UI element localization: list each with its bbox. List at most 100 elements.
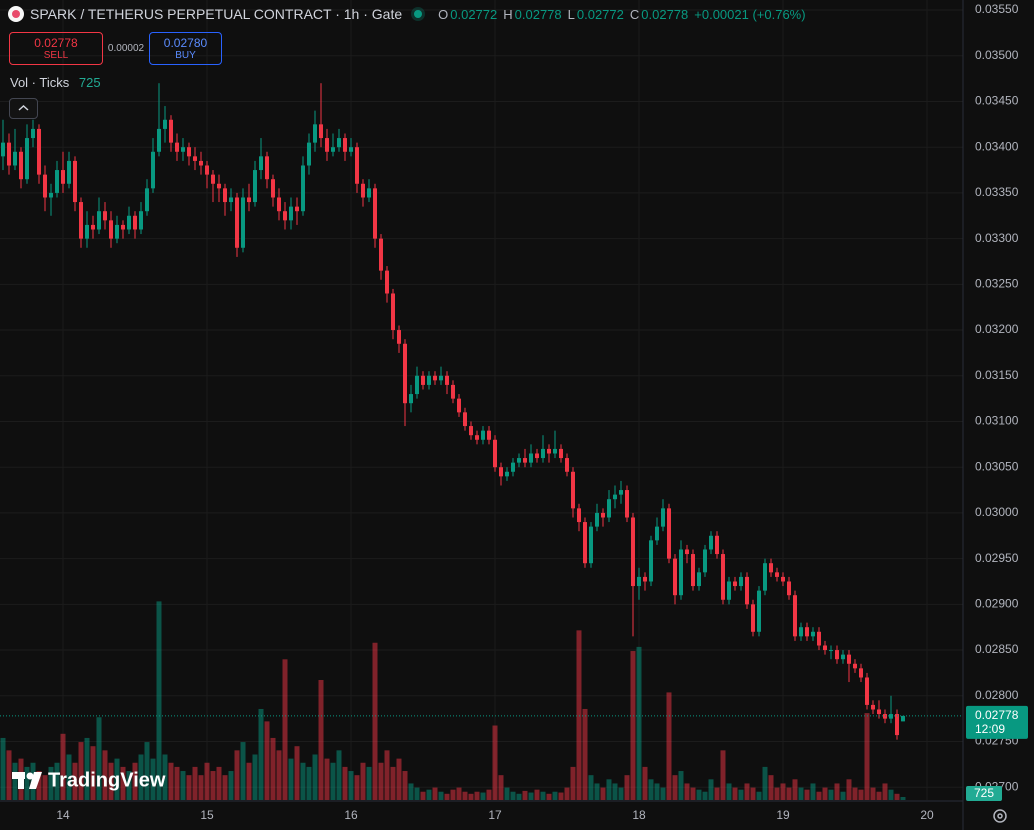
- candle-body: [877, 709, 882, 715]
- last-price-label: 0.02778: [975, 708, 1019, 722]
- volume-bar: [648, 779, 654, 800]
- candle-body: [636, 576, 641, 587]
- volume-bar: [246, 762, 252, 800]
- volume-bar: [360, 762, 366, 800]
- collapse-icon[interactable]: [10, 99, 37, 118]
- candle-body: [139, 211, 144, 230]
- volume-bar: [762, 766, 768, 800]
- volume-bar: [216, 766, 222, 800]
- candle-body: [306, 142, 311, 166]
- candle-body: [780, 576, 785, 582]
- volume-bar: [570, 766, 576, 800]
- candle-body: [618, 490, 623, 495]
- candle-body: [193, 156, 198, 161]
- candle-body: [270, 179, 275, 198]
- candle-body: [360, 183, 365, 198]
- volume-bar: [198, 775, 204, 800]
- volume-bar: [804, 789, 810, 800]
- ohlc-label: H: [503, 6, 513, 22]
- volume-bar: [366, 766, 372, 800]
- candle-body: [546, 448, 551, 454]
- buy-price[interactable]: 0.02780: [163, 36, 208, 50]
- sell-button[interactable]: 0.02778 SELL: [9, 32, 103, 65]
- volume-bar: [270, 737, 276, 800]
- settings-icon[interactable]: [993, 809, 1007, 823]
- candle-body: [330, 147, 335, 152]
- candle-body: [13, 151, 18, 166]
- sell-price[interactable]: 0.02778: [34, 36, 78, 50]
- candle-body: [258, 156, 263, 171]
- volume-bar: [78, 742, 84, 800]
- volume-bar: [678, 771, 684, 800]
- volume-bar: [876, 791, 882, 800]
- indicator-legend: Vol · Ticks 725: [10, 75, 101, 90]
- volume-bar: [324, 758, 330, 800]
- candle-body: [756, 590, 761, 632]
- volume-bar: [456, 787, 462, 800]
- volume-bar: [582, 708, 588, 800]
- volume-bar: [522, 790, 528, 800]
- volume-bar: [432, 787, 438, 800]
- volume-bar: [210, 771, 216, 800]
- y-tick-label: 0.03000: [975, 505, 1019, 519]
- volume-bar: [840, 791, 846, 800]
- volume-bar: [240, 742, 246, 800]
- candle-body: [409, 394, 414, 404]
- candle-body: [486, 430, 491, 440]
- volume-bar: [552, 791, 558, 800]
- candle-body: [499, 467, 504, 477]
- candle-body: [216, 183, 221, 189]
- volume-bar: [666, 692, 672, 800]
- volume-bar: [156, 601, 162, 800]
- x-tick-label: 18: [632, 808, 646, 822]
- volume-bar: [732, 787, 738, 800]
- header: SPARK / TETHERUS PERPETUAL CONTRACT · 1h…: [8, 6, 806, 22]
- candle-body: [49, 192, 54, 198]
- settings-icon-center[interactable]: [997, 813, 1003, 819]
- candle-body: [859, 668, 864, 678]
- candle-body: [6, 142, 11, 166]
- candle-body: [114, 224, 119, 239]
- candle-body: [168, 119, 173, 143]
- candle-body: [528, 453, 533, 463]
- candle-body: [265, 156, 270, 180]
- candle-body: [402, 343, 407, 404]
- volume-bar: [438, 791, 444, 800]
- candle-body: [816, 631, 821, 646]
- candle-body: [276, 197, 281, 212]
- candle-body: [384, 270, 389, 294]
- volume-value-box: [966, 786, 1002, 801]
- sell-label[interactable]: SELL: [43, 50, 69, 61]
- volume-bar: [504, 787, 510, 800]
- candle-body: [738, 576, 743, 587]
- volume-bar: [600, 787, 606, 800]
- candle-body: [810, 631, 815, 637]
- candle-body: [612, 494, 617, 500]
- logo-part: [26, 772, 34, 780]
- volume-bar: [696, 789, 702, 800]
- collapse-button[interactable]: [9, 98, 38, 119]
- ohlc-value: 0.02778: [514, 6, 562, 22]
- buy-button[interactable]: 0.02780 BUY: [149, 32, 222, 65]
- volume-bar: [102, 750, 108, 800]
- candle-body: [510, 462, 515, 472]
- chevron[interactable]: [18, 104, 29, 111]
- candle-body: [414, 375, 419, 395]
- candle-body: [720, 554, 725, 600]
- settings-button[interactable]: [993, 809, 1007, 823]
- volume-bar: [588, 775, 594, 800]
- candle-body: [846, 654, 851, 664]
- y-tick-label: 0.02900: [975, 597, 1019, 611]
- volume-bar: [168, 762, 174, 800]
- candle-body: [468, 426, 473, 436]
- candle-body: [805, 627, 810, 637]
- candle-body: [576, 508, 581, 523]
- volume-bar: [444, 793, 450, 800]
- candle-body: [666, 508, 671, 559]
- volume-bar: [834, 783, 840, 800]
- candle-body: [504, 471, 509, 477]
- candle-body: [594, 512, 599, 527]
- buy-label[interactable]: BUY: [175, 50, 196, 61]
- candle-body: [85, 224, 90, 239]
